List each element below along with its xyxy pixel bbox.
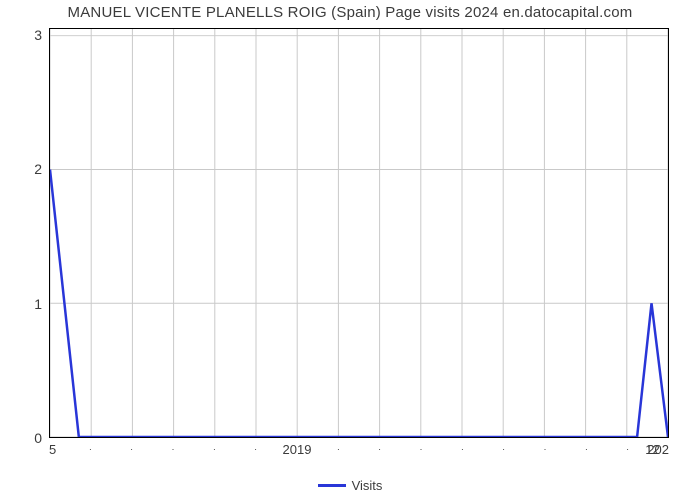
chart-title: MANUEL VICENTE PLANELLS ROIG (Spain) Pag…	[0, 4, 700, 21]
legend-label: Visits	[352, 478, 383, 493]
x-minor-tick: .	[172, 442, 175, 452]
x-minor-tick: .	[130, 442, 133, 452]
x-tick-label: 2019	[283, 442, 312, 457]
x-minor-tick: .	[89, 442, 92, 452]
x-minor-tick: .	[585, 442, 588, 452]
x-minor-tick: .	[461, 442, 464, 452]
x-tick-label: 202	[647, 442, 669, 457]
x-minor-tick: .	[502, 442, 505, 452]
plot-area	[49, 28, 669, 438]
x-minor-tick: .	[544, 442, 547, 452]
y-tick-label: 0	[0, 430, 42, 446]
y-tick-label: 1	[0, 296, 42, 312]
y-tick-label: 2	[0, 161, 42, 177]
legend: Visits	[0, 478, 700, 493]
legend-swatch	[318, 484, 346, 487]
x-minor-tick: .	[213, 442, 216, 452]
y-tick-label: 3	[0, 27, 42, 43]
x-minor-tick: .	[254, 442, 257, 452]
plot-svg	[50, 29, 668, 437]
x-minor-tick: .	[626, 442, 629, 452]
x-minor-tick: .	[337, 442, 340, 452]
x-minor-tick: .	[420, 442, 423, 452]
chart-root: MANUEL VICENTE PLANELLS ROIG (Spain) Pag…	[0, 0, 700, 500]
x-tick-label: 5	[49, 442, 56, 457]
x-minor-tick: .	[378, 442, 381, 452]
